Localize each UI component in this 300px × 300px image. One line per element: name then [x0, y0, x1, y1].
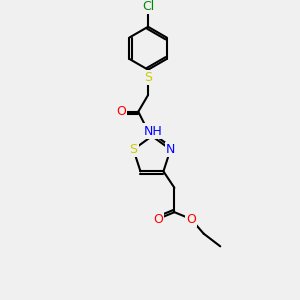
- Text: Cl: Cl: [142, 0, 154, 13]
- Text: S: S: [129, 143, 137, 156]
- Text: N: N: [166, 143, 175, 156]
- Text: S: S: [144, 71, 152, 84]
- Text: O: O: [116, 105, 126, 118]
- Text: O: O: [153, 212, 163, 226]
- Text: NH: NH: [144, 125, 162, 138]
- Text: O: O: [186, 212, 196, 226]
